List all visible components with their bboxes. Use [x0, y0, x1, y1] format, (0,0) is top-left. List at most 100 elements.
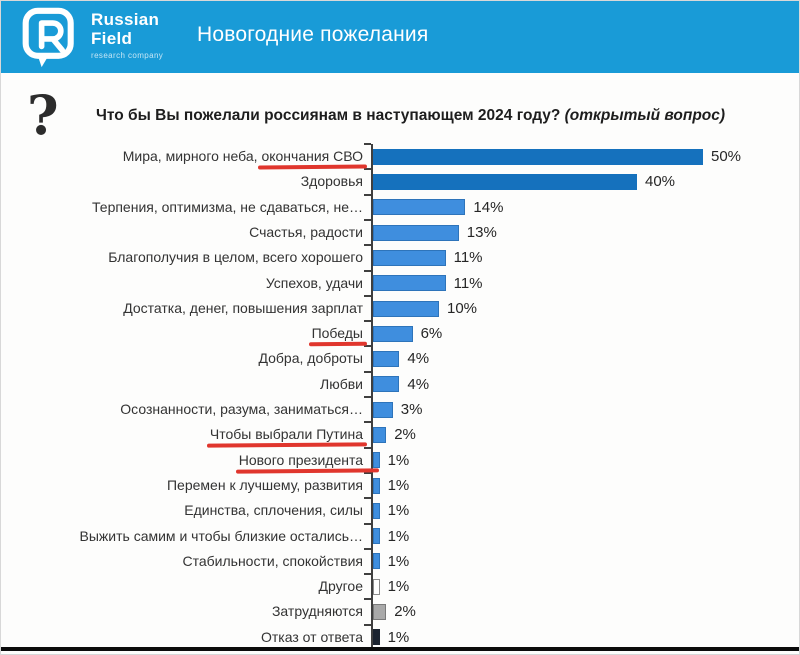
russian-field-logo-icon: [22, 7, 74, 68]
axis-tick: [364, 623, 371, 626]
axis-tick: [364, 193, 371, 196]
bar-4: [373, 224, 459, 241]
red-underlined-text: Чтобы выбрали Путина: [209, 426, 363, 443]
axis-tick: [364, 370, 371, 373]
category-label: Достатка, денег, повышения зарплат: [123, 299, 363, 316]
value-label: 1%: [387, 502, 410, 520]
red-underlined-text: Нового президента: [238, 451, 363, 468]
axis-tick: [364, 269, 371, 272]
bar-2: [373, 174, 637, 190]
logo-line1: Russian: [91, 10, 160, 29]
question-open-note: (открытый вопрос): [564, 107, 726, 124]
axis-tick: [364, 446, 371, 449]
axis-tick: [364, 598, 371, 601]
axis-tick: [364, 547, 371, 550]
axis-tick: [364, 244, 371, 247]
red-underlined-text: Победы: [311, 325, 363, 342]
value-label: 1%: [387, 527, 410, 545]
bar-17: [373, 553, 380, 570]
question-title: Что бы Вы пожелали россиянам в наступающ…: [96, 107, 791, 125]
bar-1: [373, 148, 703, 165]
category-label: Осознанности, разума, заниматься…: [120, 401, 363, 417]
bar-9: [373, 351, 400, 368]
category-label: Чтобы выбрали Путина: [1, 422, 363, 447]
value-label: 1%: [387, 451, 410, 469]
page-title: Новогодние пожелания: [197, 23, 429, 46]
axis-tick: [364, 573, 371, 576]
category-label: Единства, сплочения, силы: [184, 502, 363, 519]
category-label-text: Мира, мирного неба,: [122, 148, 262, 164]
bar-3: [373, 199, 466, 216]
value-label: 40%: [645, 173, 676, 191]
value-label: 3%: [400, 401, 423, 418]
bar-20: [373, 629, 380, 646]
category-label: Нового президента: [1, 448, 363, 473]
value-label: 4%: [407, 350, 430, 368]
bar-19: [373, 604, 387, 621]
bar-8: [373, 325, 413, 342]
category-label: Здоровья: [300, 173, 363, 190]
category-label: Мира, мирного неба, окончания СВО: [1, 144, 363, 169]
axis-tick: [364, 471, 371, 474]
bar-14: [373, 477, 380, 494]
category-label: Отказ от ответа: [261, 628, 363, 645]
chart: Мира, мирного неба, окончания СВО 50% Здор…: [1, 143, 799, 651]
axis-tick: [364, 522, 371, 525]
bottom-divider: [1, 647, 799, 651]
category-label: Терпения, оптимизма, не сдаваться, не…: [92, 198, 363, 215]
logo-line2: Field: [91, 29, 133, 48]
value-label: 1%: [387, 552, 410, 570]
value-label: 1%: [387, 578, 410, 596]
axis-tick: [364, 345, 371, 348]
category-label: Успехов, удачи: [265, 274, 363, 291]
axis-tick: [364, 143, 371, 145]
category-label: Добра, доброты: [258, 350, 363, 367]
value-label: 13%: [466, 223, 497, 241]
category-label: Затрудняются: [271, 603, 363, 620]
header-bar: Russian Field research company Новогодни…: [1, 1, 799, 73]
axis-tick: [364, 294, 371, 297]
axis-tick: [364, 218, 371, 221]
bar-15: [373, 502, 380, 519]
bar-10: [373, 376, 400, 393]
category-label: Другое: [318, 578, 363, 595]
question-mark-icon: ?: [27, 83, 59, 147]
logo-wordmark: Russian Field research company: [91, 10, 163, 60]
value-label: 2%: [394, 426, 416, 444]
bar-13: [373, 452, 380, 469]
bar-12: [373, 426, 387, 443]
bar-18: [373, 578, 380, 595]
axis-tick: [364, 497, 371, 500]
bar-7: [373, 300, 439, 317]
axis-tick: [364, 168, 371, 171]
category-label: Благополучия в целом, всего хорошего: [108, 249, 363, 266]
category-label: Счастья, радости: [249, 223, 363, 240]
category-label: Любви: [320, 375, 363, 392]
bar-11: [373, 401, 393, 418]
value-label: 11%: [453, 249, 483, 267]
bar-6: [373, 275, 446, 292]
value-label: 4%: [407, 375, 430, 393]
bar-5: [373, 249, 446, 266]
value-label: 2%: [394, 603, 416, 621]
axis-tick: [364, 421, 371, 424]
axis-tick: [364, 396, 371, 398]
category-label: Выжить самим и чтобы близкие остались…: [79, 527, 363, 544]
category-label: Стабильности, спокойствия: [182, 552, 364, 569]
value-label: 11%: [453, 274, 483, 292]
value-label: 50%: [711, 148, 742, 165]
bar-16: [373, 528, 380, 545]
value-label: 6%: [420, 325, 443, 343]
category-label: Перемен к лучшему, развития: [166, 476, 363, 493]
logo-subtitle: research company: [91, 51, 164, 60]
y-axis-line: [371, 144, 373, 650]
value-label: 10%: [447, 299, 478, 317]
category-label: Победы: [1, 321, 363, 346]
question-text: Что бы Вы пожелали россиянам в наступающ…: [96, 107, 561, 124]
value-label: 1%: [387, 628, 410, 646]
axis-tick: [364, 320, 371, 323]
red-underlined-text: окончания СВО: [261, 148, 363, 164]
value-label: 14%: [473, 198, 504, 216]
value-label: 1%: [387, 476, 410, 494]
